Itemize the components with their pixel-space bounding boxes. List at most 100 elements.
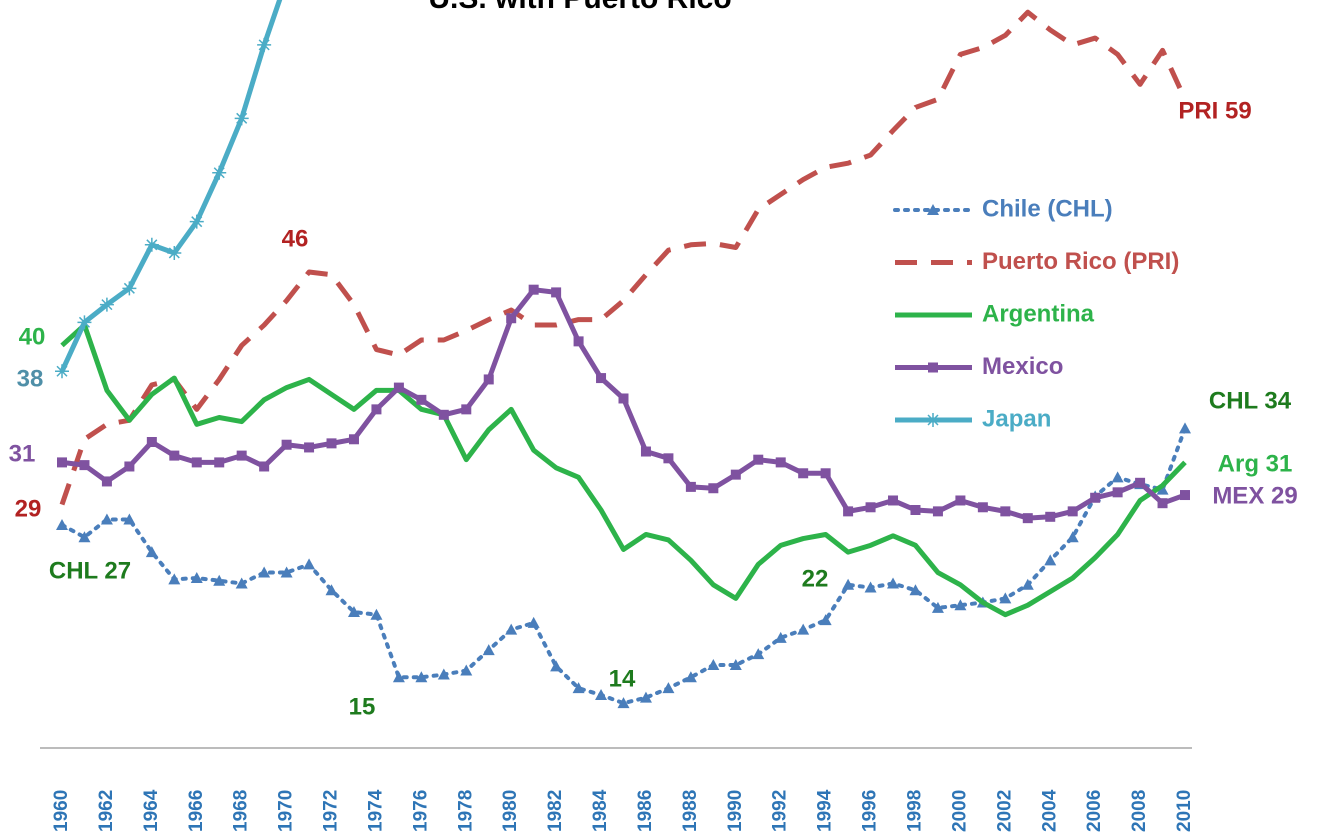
x-tick-label: 1972: [321, 790, 342, 832]
point-marker: [931, 601, 944, 613]
point-marker: [415, 671, 428, 683]
point-marker: [730, 469, 741, 480]
point-marker: [550, 660, 563, 672]
annotation: 31: [9, 440, 36, 467]
x-tick-label: 2000: [949, 790, 970, 832]
point-marker: [684, 671, 697, 683]
point-marker: [527, 616, 540, 628]
point-marker: [864, 581, 877, 593]
legend-label: Mexico: [982, 353, 1063, 380]
point-marker: [797, 623, 810, 635]
point-marker: [819, 614, 832, 626]
x-tick-label: 2008: [1129, 790, 1150, 832]
point-marker: [999, 592, 1012, 604]
point-marker: [122, 281, 137, 296]
point-marker: [257, 37, 272, 52]
point-marker: [1156, 483, 1169, 495]
point-marker: [1021, 578, 1034, 590]
series-line: [60, 426, 1187, 706]
annotation: 46: [282, 225, 309, 252]
point-marker: [639, 691, 652, 703]
point-marker: [191, 457, 202, 468]
point-marker: [617, 697, 630, 709]
point-marker: [1000, 506, 1011, 517]
point-marker: [56, 518, 68, 530]
series-line: [59, 9, 1188, 506]
x-tick-label: 2004: [1039, 789, 1060, 832]
point-marker: [618, 393, 629, 404]
annotation: CHL 34: [1209, 387, 1292, 414]
annotation: MEX 29: [1212, 482, 1297, 509]
point-marker: [483, 374, 494, 385]
point-marker: [775, 457, 786, 468]
point-marker: [144, 237, 159, 252]
point-marker: [214, 457, 225, 468]
point-marker: [843, 506, 854, 517]
point-marker: [1090, 492, 1101, 503]
point-marker: [505, 623, 518, 635]
point-marker: [1157, 498, 1168, 509]
x-tick-label: 1968: [231, 790, 252, 832]
point-marker: [123, 513, 136, 525]
point-marker: [729, 659, 742, 671]
point-marker: [393, 382, 404, 393]
point-marker: [752, 648, 765, 660]
point-marker: [55, 364, 69, 379]
point-marker: [888, 495, 899, 506]
point-marker: [213, 574, 226, 586]
point-marker: [212, 165, 227, 180]
point-marker: [1044, 554, 1057, 566]
x-tick-label: 1976: [410, 790, 431, 832]
x-tick-label: 1992: [770, 790, 791, 832]
point-marker: [927, 204, 939, 215]
x-tick-label: 1988: [680, 790, 701, 832]
point-marker: [572, 682, 585, 694]
point-marker: [910, 505, 921, 515]
x-tick-label: 1960: [51, 790, 72, 832]
legend-label: Argentina: [982, 300, 1095, 327]
point-marker: [392, 671, 405, 683]
annotation: PRI 59: [1178, 97, 1251, 124]
point-marker: [57, 457, 67, 468]
point-marker: [79, 460, 90, 471]
point-marker: [595, 688, 608, 700]
point-marker: [371, 404, 382, 415]
point-marker: [303, 558, 316, 570]
point-marker: [78, 531, 91, 543]
x-tick-label: 1994: [815, 789, 836, 832]
x-tick-label: 1990: [725, 790, 746, 832]
point-marker: [347, 606, 360, 617]
point-marker: [77, 315, 92, 330]
point-marker: [234, 111, 249, 126]
point-marker: [707, 659, 720, 671]
point-marker: [1022, 513, 1033, 524]
x-tick-label: 1996: [860, 790, 881, 832]
point-marker: [482, 644, 495, 656]
point-marker: [708, 483, 719, 494]
point-marker: [460, 664, 473, 676]
point-marker: [370, 608, 383, 620]
point-marker: [416, 394, 427, 405]
point-marker: [528, 284, 539, 295]
legend-label: Puerto Rico (PRI): [982, 248, 1179, 275]
point-marker: [1067, 506, 1078, 517]
point-marker: [461, 404, 472, 415]
point-marker: [189, 214, 204, 229]
point-marker: [1066, 531, 1079, 543]
point-marker: [596, 373, 607, 384]
x-tick-label: 1964: [141, 789, 162, 832]
x-tick-label: 1962: [96, 790, 117, 832]
annotation: Arg 31: [1218, 450, 1293, 477]
x-tick-label: 1980: [500, 790, 521, 832]
point-marker: [1179, 422, 1191, 434]
plot-area: [55, 0, 1191, 709]
point-marker: [100, 513, 113, 525]
point-marker: [325, 584, 338, 596]
point-marker: [259, 461, 270, 472]
annotation: CHL 27: [49, 557, 131, 584]
point-marker: [663, 453, 674, 464]
point-marker: [551, 287, 562, 298]
point-marker: [236, 450, 247, 461]
x-tick-label: 2002: [994, 790, 1015, 832]
point-marker: [1111, 471, 1124, 483]
